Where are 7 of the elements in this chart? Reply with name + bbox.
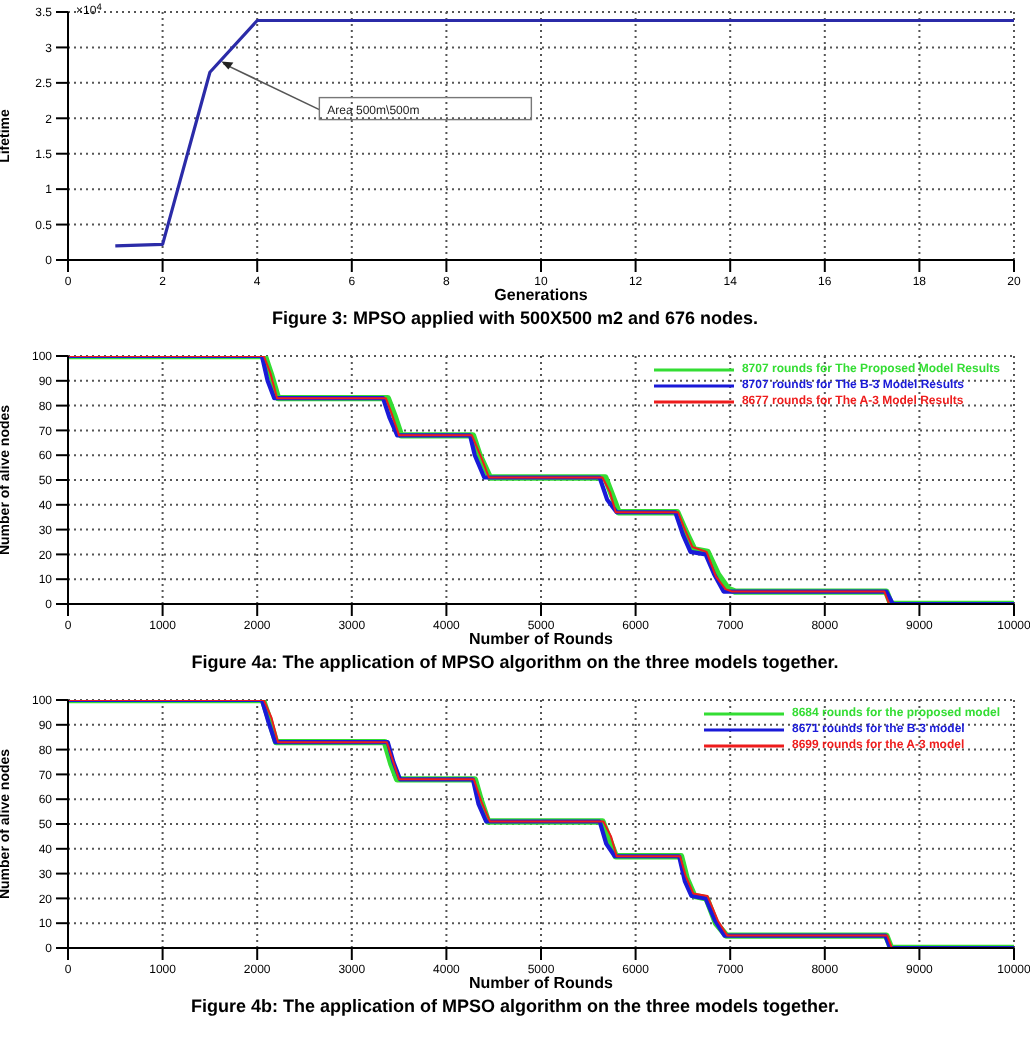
text: Figure 3: MPSO applied with 500X500 m2 and 676 nodes.: [269, 306, 761, 332]
x-axis-title: Generations: [494, 286, 589, 304]
x-axis-title: Number of Rounds: [469, 630, 615, 648]
x-axis-title: Number of Rounds: [469, 974, 615, 992]
text: Figure 4a: The application of MPSO algorithm on the three models together.: [189, 650, 841, 676]
line-series: [113, 18, 1014, 248]
text: Figure 4b: The application of MPSO algorithm on the three models together.: [188, 994, 842, 1020]
